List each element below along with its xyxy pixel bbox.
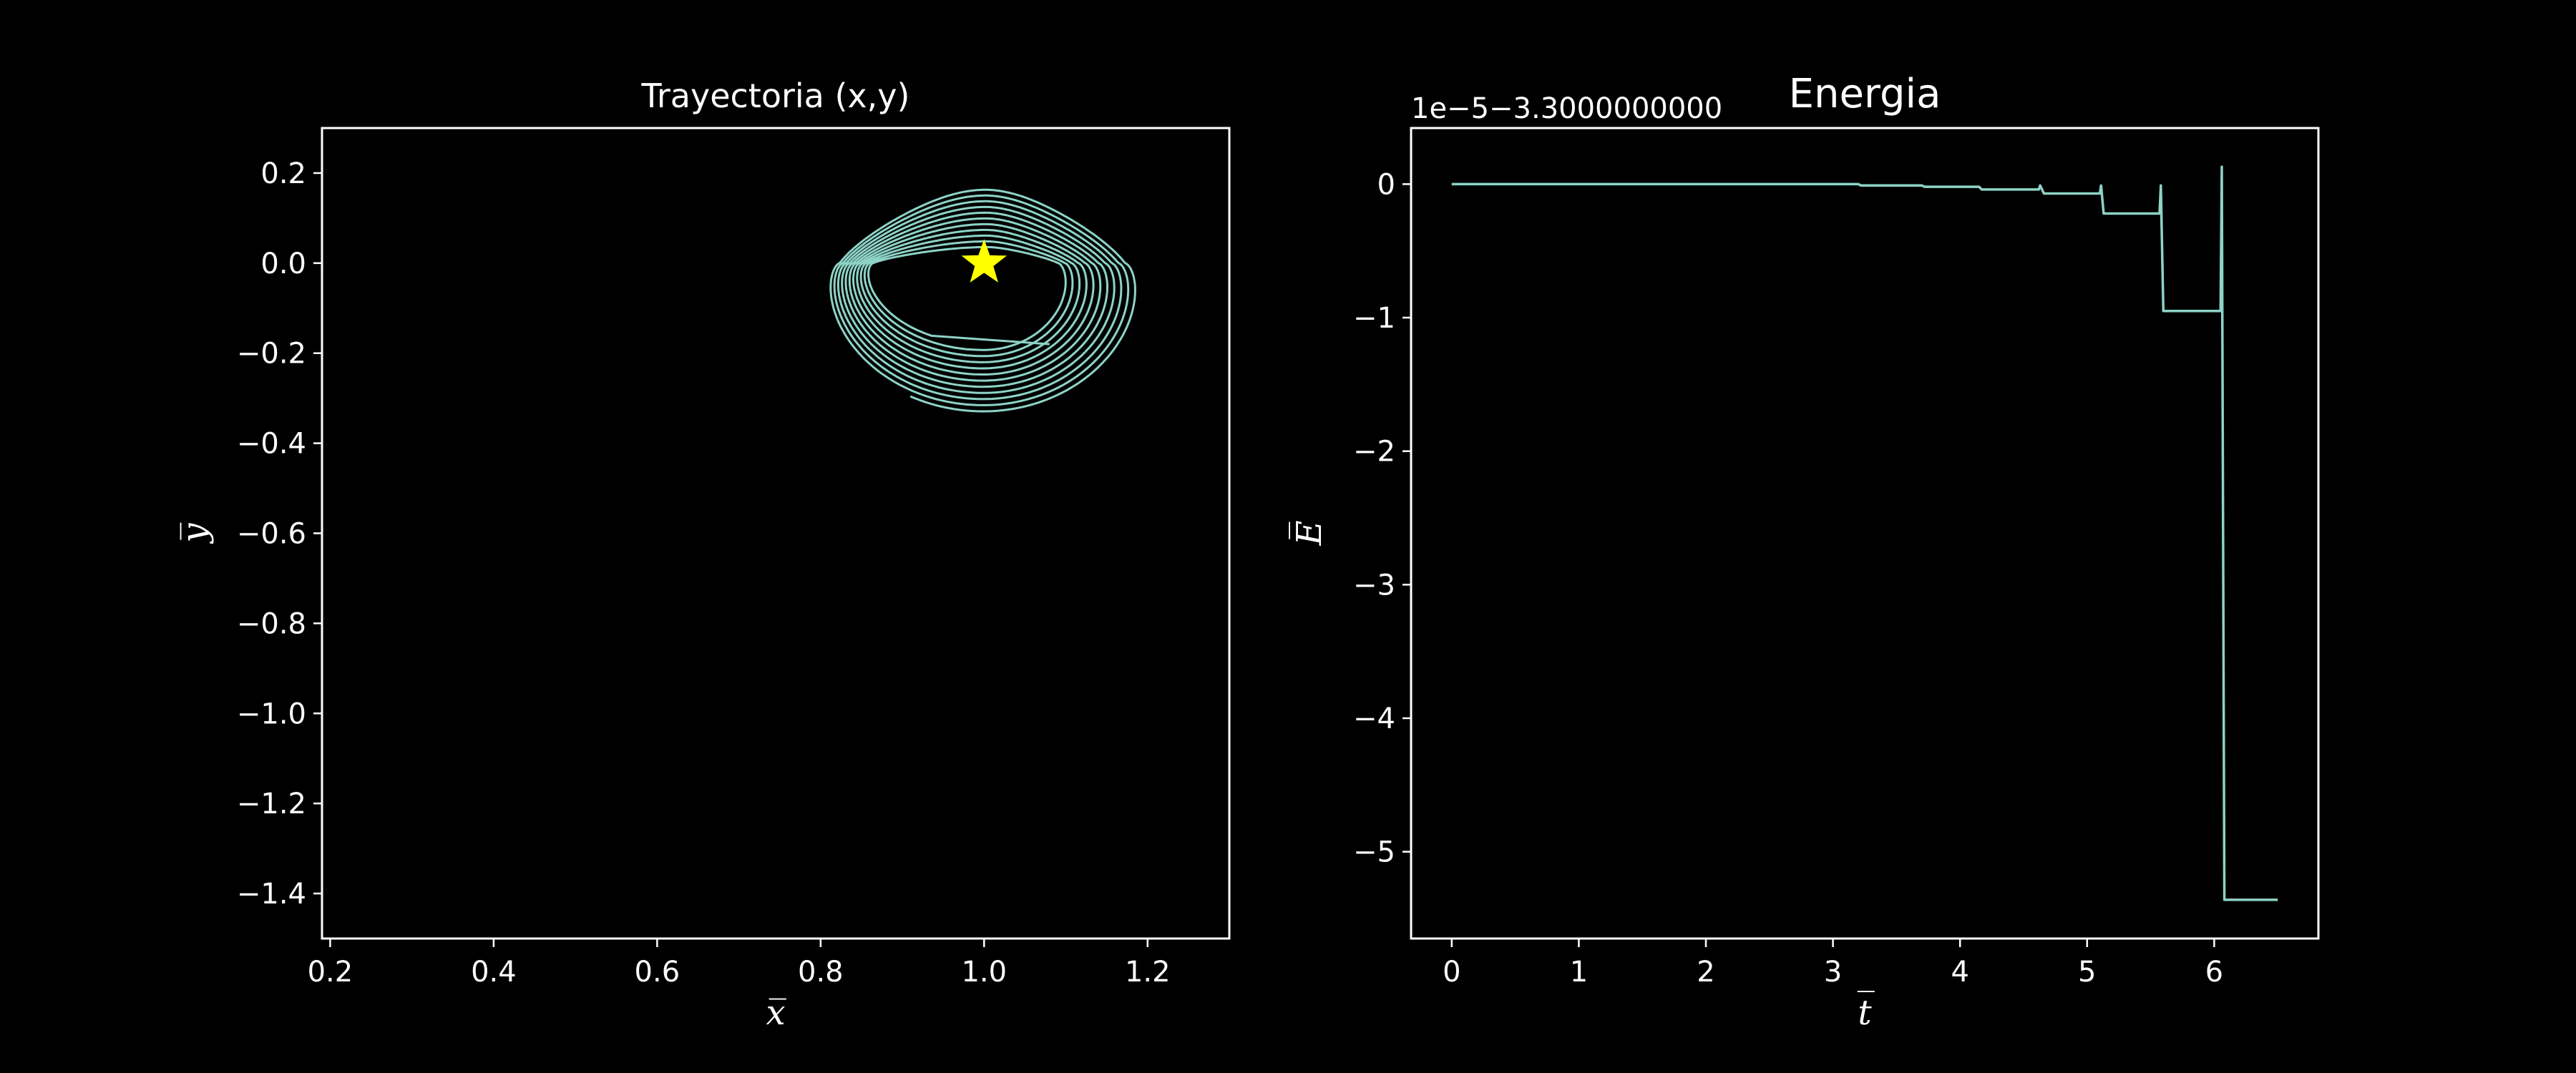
trajectory-plot: Trayectoria (x,y) 0.2 0.4 0.6 0.8 1.0 1.2 0.2… — [175, 77, 1231, 1033]
energy-x-tick-label: 0 — [1443, 956, 1460, 989]
energy-line — [1451, 165, 2278, 901]
trajectory-x-tick-label: 0.2 — [308, 956, 353, 989]
energy-y-tick-label: −1 — [1353, 302, 1395, 335]
trajectory-y-ticks: 0.2 0.0 −0.2 −0.4 −0.6 −0.8 −1.0 −1.2 −1.4 — [237, 157, 322, 911]
trajectory-x-tick-label: 0.4 — [471, 956, 517, 989]
energy-offset-label: 1e−5−3.3000000000 — [1411, 92, 1722, 125]
energy-y-ticks: 0 −1 −2 −3 −4 −5 — [1353, 168, 1411, 869]
energy-y-tick-label: −4 — [1353, 702, 1395, 735]
trajectory-y-tick-label: −0.6 — [237, 518, 306, 551]
trajectory-y-tick-label: −0.2 — [237, 338, 306, 371]
energy-x-tick-label: 6 — [2205, 956, 2223, 989]
energy-plot: Energia 1e−5−3.3000000000 0 1 2 3 4 5 6 0 −1 −2 −… — [1288, 71, 2320, 1033]
energy-y-tick-label: −3 — [1353, 569, 1395, 602]
trajectory-y-tick-label: −0.4 — [237, 428, 306, 461]
energy-x-tick-label: 4 — [1951, 956, 1968, 989]
trajectory-y-tick-label: 0.0 — [260, 248, 306, 280]
energy-axes-frame — [1410, 127, 2320, 940]
trajectory-x-tick-label: 1.0 — [961, 956, 1007, 989]
star-marker — [961, 239, 1008, 283]
energy-y-tick-label: −2 — [1353, 436, 1395, 469]
energy-y-tick-label: −5 — [1353, 836, 1395, 869]
trajectory-y-axis-label: y̅ — [175, 523, 215, 544]
trajectory-x-tick-label: 0.6 — [635, 956, 680, 989]
trajectory-x-tick-label: 1.2 — [1125, 956, 1171, 989]
energy-title: Energia — [1789, 71, 1941, 117]
energy-x-tick-label: 2 — [1697, 956, 1714, 989]
energy-x-tick-label: 1 — [1570, 956, 1588, 989]
trajectory-y-tick-label: −1.0 — [237, 697, 306, 730]
energy-y-axis-label: E̅ — [1288, 520, 1330, 546]
energy-x-tick-label: 5 — [2078, 956, 2096, 989]
energy-plot-area — [1451, 165, 2278, 901]
trajectory-y-tick-label: −1.2 — [237, 788, 306, 820]
trajectory-x-axis-label: x̅ — [766, 993, 786, 1033]
trajectory-x-tick-label: 0.8 — [798, 956, 844, 989]
energy-x-ticks: 0 1 2 3 4 5 6 — [1443, 939, 2223, 989]
energy-x-tick-label: 3 — [1824, 956, 1842, 989]
trajectory-title: Trayectoria (x,y) — [641, 77, 910, 115]
trajectory-y-tick-label: 0.2 — [260, 157, 306, 190]
trajectory-y-tick-label: −0.8 — [237, 607, 306, 640]
trajectory-plot-area — [829, 188, 1136, 413]
trajectory-orbit-line — [829, 188, 1136, 413]
trajectory-y-tick-label: −1.4 — [237, 878, 306, 911]
trajectory-x-ticks: 0.2 0.4 0.6 0.8 1.0 1.2 — [308, 939, 1171, 989]
energy-y-tick-label: 0 — [1377, 168, 1395, 201]
